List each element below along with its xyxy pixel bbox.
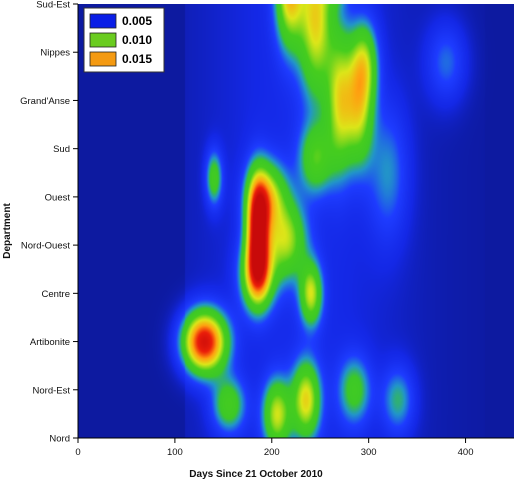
y-axis-title: Department <box>2 203 13 259</box>
y-tick-label: Ouest <box>45 192 71 203</box>
y-tick-label: Centre <box>41 289 70 300</box>
x-tick-label: 0 <box>75 447 80 458</box>
legend-label: 0.015 <box>122 52 152 66</box>
x-tick-label: 400 <box>458 447 474 458</box>
y-tick-label: Artibonite <box>30 337 70 348</box>
y-tick-label: Grand'Anse <box>20 96 70 107</box>
heatmap-surface <box>78 4 514 438</box>
x-tick-label: 300 <box>361 447 377 458</box>
y-tick-label: Nippes <box>40 48 70 59</box>
x-tick-label: 200 <box>264 447 280 458</box>
x-axis-title: Days Since 21 October 2010 <box>189 469 323 480</box>
y-tick-label: Sud-Est <box>36 0 70 11</box>
legend: 0.005 0.010 0.015 <box>83 7 165 73</box>
y-tick-label: Sud <box>53 144 70 155</box>
y-tick-label: Nord-Ouest <box>21 241 70 252</box>
y-tick-label: Nord <box>49 434 70 445</box>
legend-label: 0.005 <box>122 14 152 28</box>
plot-area <box>78 4 514 438</box>
legend-swatch <box>89 13 117 29</box>
x-tick-label: 100 <box>167 447 183 458</box>
axes: Nord Nord-Est Artibonite Centre Nord-Ouest Ou… <box>20 0 514 458</box>
legend-swatch <box>89 51 117 67</box>
legend-swatch <box>89 32 117 48</box>
y-tick-label: Nord-Est <box>33 385 71 396</box>
legend-label: 0.010 <box>122 33 152 47</box>
